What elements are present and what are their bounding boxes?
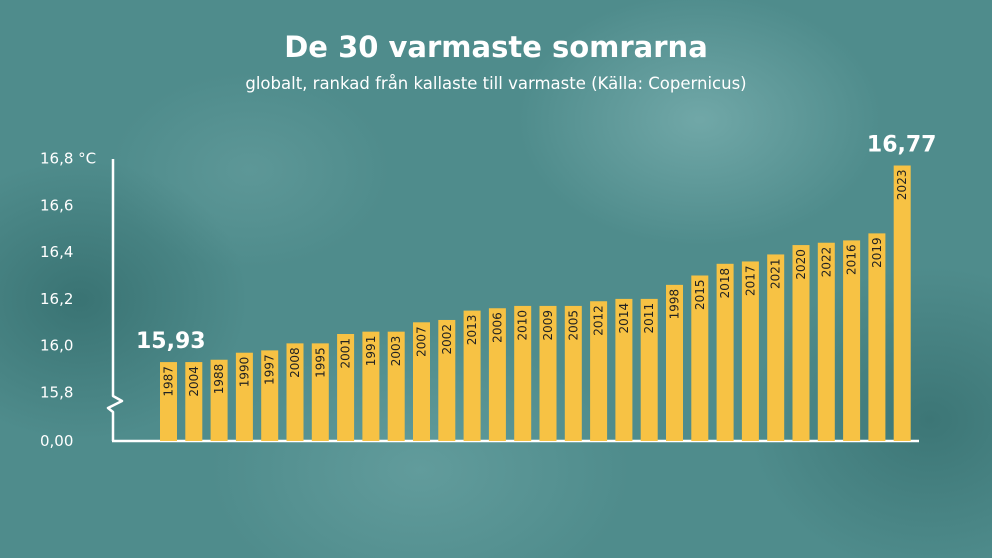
- bar-year-label: 2009: [541, 310, 555, 341]
- bar: [640, 298, 658, 441]
- bar-year-label: 2004: [187, 366, 201, 397]
- bar-year-label: 2015: [693, 280, 707, 311]
- bar-year-label: 1995: [313, 347, 327, 378]
- bar: [615, 298, 633, 441]
- bar: [362, 331, 380, 441]
- bar: [438, 319, 456, 441]
- bar-year-label: 2022: [819, 247, 833, 278]
- bar-year-label: 2023: [895, 170, 909, 201]
- chart-subtitle: globalt, rankad från kallaste till varma…: [245, 74, 747, 93]
- bar: [160, 362, 177, 441]
- bar: [514, 305, 532, 441]
- bar-year-label: 2011: [642, 303, 656, 334]
- bar-year-label: 2002: [440, 324, 454, 355]
- bar: [210, 359, 228, 441]
- bar-year-label: 2018: [718, 268, 732, 299]
- bar-year-label: 1998: [668, 289, 682, 320]
- bar: [185, 362, 203, 441]
- bar-year-label: 1991: [364, 336, 378, 367]
- bar: [261, 350, 279, 441]
- y-tick-labels: 16,8 °C 16,6 16,4 16,2 16,0 15,8 0,00: [40, 150, 96, 451]
- bar: [286, 343, 304, 441]
- bar: [488, 308, 506, 441]
- bar: [311, 343, 329, 441]
- bar-year-label: 2010: [516, 310, 530, 341]
- value-callout: 16,77: [867, 133, 937, 158]
- bar: [666, 284, 683, 441]
- bar: [691, 275, 709, 441]
- bar-year-label: 2008: [288, 347, 302, 378]
- bar: [716, 263, 734, 441]
- y-tick-label: 16,6: [40, 196, 73, 214]
- y-tick-label: 0,00: [40, 432, 73, 450]
- bar-year-label: 2014: [617, 303, 631, 334]
- bar: [564, 305, 582, 441]
- bar-year-label: 2017: [743, 265, 757, 296]
- bar-year-label: 1990: [237, 357, 251, 388]
- value-callout: 15,93: [136, 329, 206, 354]
- bar: [843, 240, 861, 441]
- bar-year-label: 2020: [794, 249, 808, 280]
- bar-year-label: 1987: [162, 366, 176, 397]
- bar-year-label: 1997: [263, 354, 277, 385]
- bar: [868, 233, 886, 441]
- bar: [235, 352, 253, 441]
- y-tick-label: 15,8: [40, 384, 73, 402]
- callouts: 15,93 16,77: [136, 133, 936, 355]
- bar-year-label: 2019: [870, 237, 884, 268]
- bar: [539, 305, 557, 441]
- bar-year-label: 1988: [212, 364, 226, 395]
- chart-title: De 30 varmaste somrarna: [284, 30, 708, 64]
- bar: [387, 331, 405, 441]
- bar: [413, 322, 430, 441]
- bar: [741, 261, 759, 441]
- bar-year-label: 2003: [389, 336, 403, 367]
- bar-year-label: 2013: [465, 315, 479, 346]
- bar: [767, 254, 785, 441]
- y-axis-line: [106, 159, 124, 441]
- bar-year-label: 2001: [339, 338, 353, 369]
- y-tick-label: 16,8 °C: [40, 150, 96, 168]
- bar: [817, 242, 835, 441]
- bar-year-label: 2012: [592, 305, 606, 336]
- y-tick-label: 16,0: [40, 337, 73, 355]
- bar: [792, 245, 810, 441]
- bar: [590, 301, 608, 441]
- y-tick-label: 16,4: [40, 243, 73, 261]
- bar-year-label: 2021: [769, 258, 783, 289]
- bar-year-label: 2006: [490, 312, 504, 343]
- bar: [337, 334, 355, 441]
- bar-year-label: 2005: [566, 310, 580, 341]
- bar: [463, 310, 481, 441]
- bar-year-label: 2016: [845, 244, 859, 275]
- bar-year-label: 2007: [415, 326, 429, 357]
- bar: [893, 165, 911, 441]
- y-tick-label: 16,2: [40, 290, 73, 308]
- bars: 1987 2004 1988 1990 1997 2008 1995 2001 1991 2003…: [160, 165, 911, 441]
